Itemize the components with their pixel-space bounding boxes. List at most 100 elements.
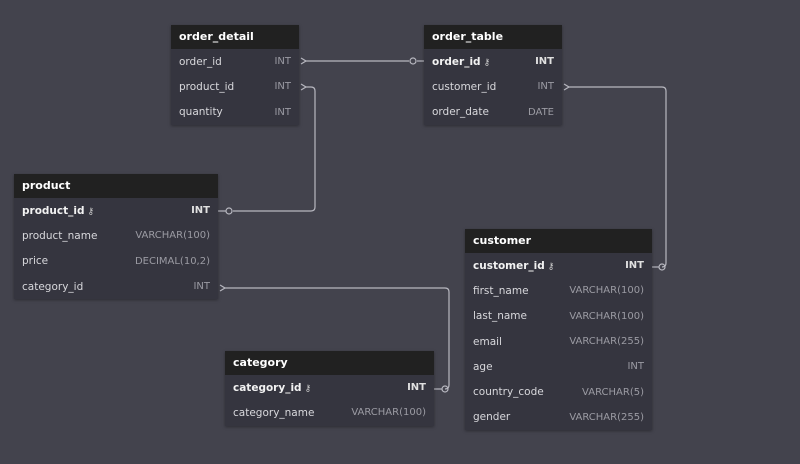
- table-category[interactable]: category category_id ⚷ INT category_name VARC…: [225, 351, 434, 426]
- column-row[interactable]: age INT: [465, 354, 652, 379]
- table-header[interactable]: category: [225, 351, 434, 375]
- column-type: DECIMAL(10,2): [134, 255, 210, 267]
- column-name-text: order_id: [432, 55, 481, 68]
- column-name: customer_id: [432, 81, 496, 93]
- column-type: VARCHAR(100): [569, 285, 644, 297]
- column-row[interactable]: product_id ⚷ INT: [14, 198, 218, 223]
- column-type: VARCHAR(5): [582, 386, 644, 398]
- table-order-table[interactable]: order_table order_id ⚷ INT customer_id INT ord…: [424, 25, 562, 125]
- column-row[interactable]: email VARCHAR(255): [465, 329, 652, 354]
- column-row[interactable]: category_id ⚷ INT: [225, 375, 434, 400]
- crowfoot-icon: [300, 83, 308, 91]
- column-type: VARCHAR(100): [569, 310, 644, 322]
- column-type: INT: [274, 56, 291, 68]
- column-name: quantity: [179, 106, 223, 118]
- primary-key-icon: ⚷: [483, 57, 491, 68]
- column-row[interactable]: product_id INT: [171, 74, 299, 99]
- column-name-text: age: [473, 360, 493, 373]
- column-name: category_name: [233, 407, 314, 419]
- column-name-text: gender: [473, 411, 511, 424]
- table-order-detail[interactable]: order_detail order_id INT product_id INT quan…: [171, 25, 299, 125]
- table-header[interactable]: order_table: [424, 25, 562, 49]
- column-name-text: customer_id: [473, 259, 545, 272]
- column-row[interactable]: quantity INT: [171, 100, 299, 125]
- column-row[interactable]: first_name VARCHAR(100): [465, 278, 652, 303]
- column-type: INT: [625, 260, 644, 272]
- column-name-text: order_date: [432, 106, 489, 119]
- column-row[interactable]: order_id INT: [171, 49, 299, 74]
- column-row[interactable]: order_id ⚷ INT: [424, 49, 562, 74]
- column-row[interactable]: last_name VARCHAR(100): [465, 304, 652, 329]
- column-name-text: email: [473, 335, 502, 348]
- column-name-text: country_code: [473, 386, 544, 399]
- column-name: last_name: [473, 310, 527, 322]
- column-row[interactable]: gender VARCHAR(255): [465, 405, 652, 430]
- column-name-text: product_id: [22, 204, 85, 217]
- column-name: order_date: [432, 106, 489, 118]
- column-type: VARCHAR(100): [351, 407, 426, 419]
- column-type: VARCHAR(255): [569, 336, 644, 348]
- column-type: DATE: [527, 106, 554, 118]
- column-type: INT: [535, 56, 554, 68]
- column-name: country_code: [473, 386, 544, 398]
- column-type: INT: [274, 81, 291, 93]
- column-name-text: last_name: [473, 310, 527, 323]
- rel-product-category: [225, 287, 450, 390]
- column-row[interactable]: category_name VARCHAR(100): [225, 400, 434, 425]
- column-name: product_id ⚷: [22, 205, 94, 217]
- column-type: VARCHAR(100): [135, 230, 210, 242]
- column-name-text: quantity: [179, 106, 223, 119]
- table-header[interactable]: order_detail: [171, 25, 299, 49]
- column-type: INT: [537, 81, 554, 93]
- column-name: age: [473, 361, 493, 373]
- column-name: customer_id ⚷: [473, 260, 554, 272]
- primary-key-icon: ⚷: [87, 206, 95, 217]
- table-product[interactable]: product product_id ⚷ INT product_name VARCHAR…: [14, 174, 218, 300]
- column-type: INT: [274, 106, 291, 118]
- rel-order-detail-product: [233, 86, 316, 212]
- column-name-text: product_id: [179, 80, 235, 93]
- column-name-text: product_name: [22, 229, 98, 242]
- column-row[interactable]: price DECIMAL(10,2): [14, 249, 218, 274]
- crowfoot-icon: [219, 284, 227, 292]
- column-name-text: first_name: [473, 284, 529, 297]
- primary-key-icon: ⚷: [547, 261, 555, 272]
- crowfoot-icon: [300, 57, 308, 65]
- table-customer[interactable]: customer customer_id ⚷ INT first_name VARCHAR…: [465, 229, 652, 431]
- column-name: first_name: [473, 285, 529, 297]
- column-name: product_id: [179, 81, 234, 93]
- column-row[interactable]: category_id INT: [14, 274, 218, 299]
- rel-order-table-customer: [569, 86, 667, 268]
- column-name: product_name: [22, 230, 97, 242]
- crowfoot-icon: [563, 83, 571, 91]
- primary-key-icon: ⚷: [304, 383, 312, 394]
- column-type: INT: [191, 205, 210, 217]
- column-name-text: customer_id: [432, 80, 497, 93]
- column-name: order_id: [179, 56, 222, 68]
- column-name: price: [22, 255, 48, 267]
- column-type: VARCHAR(255): [569, 411, 644, 423]
- column-row[interactable]: country_code VARCHAR(5): [465, 379, 652, 404]
- column-type: INT: [627, 361, 644, 373]
- column-name-text: category_name: [233, 406, 315, 419]
- column-row[interactable]: order_date DATE: [424, 100, 562, 125]
- column-name: gender: [473, 411, 510, 423]
- column-name-text: price: [22, 255, 49, 268]
- column-row[interactable]: customer_id INT: [424, 74, 562, 99]
- column-name-text: category_id: [22, 280, 84, 293]
- column-name: email: [473, 336, 502, 348]
- column-type: INT: [193, 281, 210, 293]
- column-name-text: category_id: [233, 381, 302, 394]
- column-name: category_id ⚷: [233, 382, 311, 394]
- column-row[interactable]: product_name VARCHAR(100): [14, 223, 218, 248]
- column-name: order_id ⚷: [432, 56, 490, 68]
- column-type: INT: [407, 382, 426, 394]
- one-end-circle: [225, 207, 233, 215]
- table-header[interactable]: product: [14, 174, 218, 198]
- column-name-text: order_id: [179, 55, 222, 68]
- column-name: category_id: [22, 281, 83, 293]
- one-end-circle: [409, 57, 417, 65]
- table-header[interactable]: customer: [465, 229, 652, 253]
- column-row[interactable]: customer_id ⚷ INT: [465, 253, 652, 278]
